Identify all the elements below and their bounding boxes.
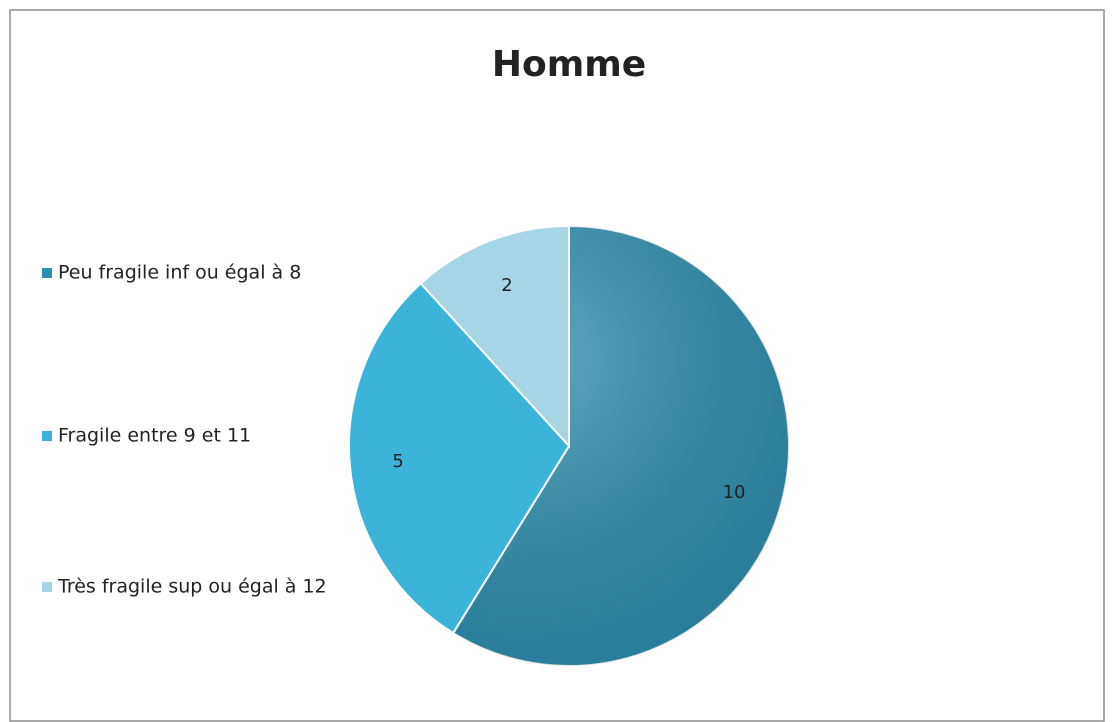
data-label: 10	[723, 482, 746, 503]
legend-swatch	[42, 582, 52, 592]
legend-label: Peu fragile inf ou égal à 8	[58, 262, 301, 284]
pie-slice	[419, 224, 570, 449]
legend-swatch	[42, 431, 52, 441]
legend-label: Fragile entre 9 et 11	[58, 425, 251, 447]
legend-swatch	[42, 268, 52, 278]
chart-title: Homme	[492, 44, 646, 85]
legend-label: Très fragile sup ou égal à 12	[57, 576, 327, 598]
data-label: 2	[501, 275, 512, 296]
data-label: 5	[392, 451, 403, 472]
pie-slice	[348, 282, 571, 635]
